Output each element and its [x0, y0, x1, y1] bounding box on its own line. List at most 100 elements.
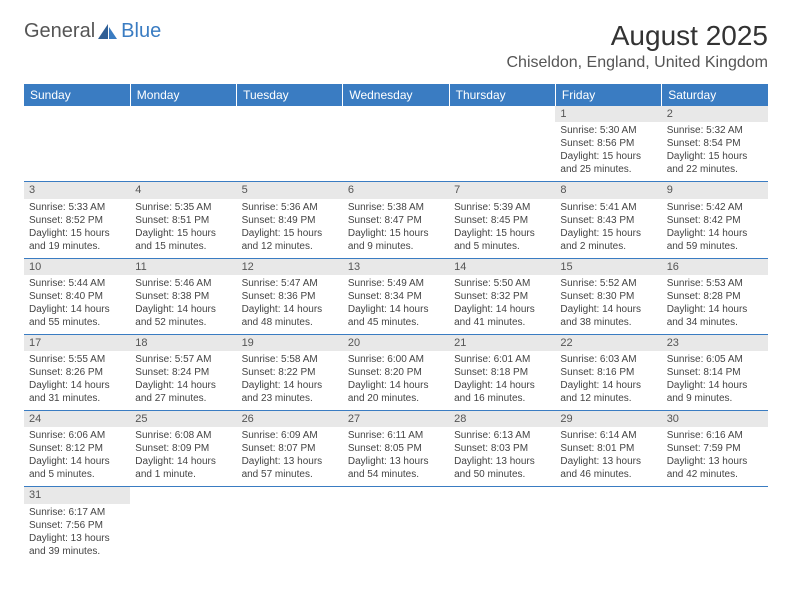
- daylight-text: Daylight: 14 hours and 27 minutes.: [135, 379, 231, 405]
- sunrise-text: Sunrise: 5:46 AM: [135, 277, 231, 290]
- logo-sail-icon: [97, 23, 119, 41]
- calendar-week-row: 3Sunrise: 5:33 AMSunset: 8:52 PMDaylight…: [24, 182, 768, 258]
- day-number: 25: [130, 411, 236, 427]
- day-number: 8: [555, 182, 661, 198]
- daylight-text: Daylight: 14 hours and 41 minutes.: [454, 303, 550, 329]
- daylight-text: Daylight: 14 hours and 12 minutes.: [560, 379, 656, 405]
- sunset-text: Sunset: 8:14 PM: [667, 366, 763, 379]
- daylight-text: Daylight: 14 hours and 38 minutes.: [560, 303, 656, 329]
- sunset-text: Sunset: 7:56 PM: [29, 519, 125, 532]
- calendar-page: General Blue August 2025 Chiseldon, Engl…: [0, 0, 792, 583]
- calendar-day-cell: 13Sunrise: 5:49 AMSunset: 8:34 PMDayligh…: [343, 258, 449, 334]
- daylight-text: Daylight: 14 hours and 20 minutes.: [348, 379, 444, 405]
- calendar-day-cell: [555, 487, 661, 563]
- sunset-text: Sunset: 8:38 PM: [135, 290, 231, 303]
- day-number: 11: [130, 259, 236, 275]
- day-number: 28: [449, 411, 555, 427]
- sunrise-text: Sunrise: 6:14 AM: [560, 429, 656, 442]
- calendar-day-cell: 22Sunrise: 6:03 AMSunset: 8:16 PMDayligh…: [555, 334, 661, 410]
- weekday-header: Tuesday: [237, 84, 343, 106]
- sunset-text: Sunset: 8:03 PM: [454, 442, 550, 455]
- sunset-text: Sunset: 8:24 PM: [135, 366, 231, 379]
- calendar-day-cell: 21Sunrise: 6:01 AMSunset: 8:18 PMDayligh…: [449, 334, 555, 410]
- calendar-day-cell: 27Sunrise: 6:11 AMSunset: 8:05 PMDayligh…: [343, 411, 449, 487]
- sunset-text: Sunset: 8:56 PM: [560, 137, 656, 150]
- sunrise-text: Sunrise: 5:52 AM: [560, 277, 656, 290]
- day-number: 30: [662, 411, 768, 427]
- day-number: 15: [555, 259, 661, 275]
- sunset-text: Sunset: 8:07 PM: [242, 442, 338, 455]
- calendar-day-cell: 19Sunrise: 5:58 AMSunset: 8:22 PMDayligh…: [237, 334, 343, 410]
- sunrise-text: Sunrise: 6:16 AM: [667, 429, 763, 442]
- sunrise-text: Sunrise: 5:41 AM: [560, 201, 656, 214]
- sunrise-text: Sunrise: 6:01 AM: [454, 353, 550, 366]
- day-number: 5: [237, 182, 343, 198]
- sunset-text: Sunset: 8:47 PM: [348, 214, 444, 227]
- daylight-text: Daylight: 13 hours and 57 minutes.: [242, 455, 338, 481]
- sunset-text: Sunset: 8:51 PM: [135, 214, 231, 227]
- sunrise-text: Sunrise: 5:35 AM: [135, 201, 231, 214]
- sunrise-text: Sunrise: 6:00 AM: [348, 353, 444, 366]
- calendar-day-cell: 26Sunrise: 6:09 AMSunset: 8:07 PMDayligh…: [237, 411, 343, 487]
- sunrise-text: Sunrise: 6:06 AM: [29, 429, 125, 442]
- sunrise-text: Sunrise: 5:36 AM: [242, 201, 338, 214]
- daylight-text: Daylight: 14 hours and 59 minutes.: [667, 227, 763, 253]
- calendar-day-cell: 5 Sunrise: 5:36 AMSunset: 8:49 PMDaylight…: [237, 182, 343, 258]
- calendar-day-cell: [237, 106, 343, 182]
- sunset-text: Sunset: 8:18 PM: [454, 366, 550, 379]
- calendar-day-cell: 31Sunrise: 6:17 AMSunset: 7:56 PMDayligh…: [24, 487, 130, 563]
- calendar-day-cell: 4Sunrise: 5:35 AMSunset: 8:51 PMDaylight…: [130, 182, 236, 258]
- daylight-text: Daylight: 15 hours and 12 minutes.: [242, 227, 338, 253]
- day-number: 10: [24, 259, 130, 275]
- header: General Blue August 2025 Chiseldon, Engl…: [24, 20, 768, 72]
- sunrise-text: Sunrise: 5:38 AM: [348, 201, 444, 214]
- sunrise-text: Sunrise: 5:55 AM: [29, 353, 125, 366]
- sunrise-text: Sunrise: 5:53 AM: [667, 277, 763, 290]
- day-number: 16: [662, 259, 768, 275]
- daylight-text: Daylight: 14 hours and 16 minutes.: [454, 379, 550, 405]
- daylight-text: Daylight: 14 hours and 52 minutes.: [135, 303, 231, 329]
- calendar-day-cell: [130, 487, 236, 563]
- sunset-text: Sunset: 8:09 PM: [135, 442, 231, 455]
- daylight-text: Daylight: 13 hours and 42 minutes.: [667, 455, 763, 481]
- calendar-day-cell: [449, 487, 555, 563]
- sunrise-text: Sunrise: 6:13 AM: [454, 429, 550, 442]
- calendar-day-cell: 25Sunrise: 6:08 AMSunset: 8:09 PMDayligh…: [130, 411, 236, 487]
- day-number: 26: [237, 411, 343, 427]
- weekday-header: Monday: [130, 84, 236, 106]
- sunrise-text: Sunrise: 5:32 AM: [667, 124, 763, 137]
- calendar-week-row: 1Sunrise: 5:30 AMSunset: 8:56 PMDaylight…: [24, 106, 768, 182]
- sunset-text: Sunset: 8:32 PM: [454, 290, 550, 303]
- sunset-text: Sunset: 8:45 PM: [454, 214, 550, 227]
- weekday-header: Thursday: [449, 84, 555, 106]
- month-title: August 2025: [507, 20, 769, 52]
- sunrise-text: Sunrise: 5:30 AM: [560, 124, 656, 137]
- logo-text-general: General: [24, 20, 95, 43]
- day-number: 20: [343, 335, 449, 351]
- sunset-text: Sunset: 8:40 PM: [29, 290, 125, 303]
- sunset-text: Sunset: 8:22 PM: [242, 366, 338, 379]
- weekday-header: Friday: [555, 84, 661, 106]
- sunset-text: Sunset: 8:42 PM: [667, 214, 763, 227]
- calendar-day-cell: [237, 487, 343, 563]
- calendar-day-cell: [449, 106, 555, 182]
- day-number: 3: [24, 182, 130, 198]
- sunset-text: Sunset: 8:49 PM: [242, 214, 338, 227]
- daylight-text: Daylight: 15 hours and 15 minutes.: [135, 227, 231, 253]
- calendar-day-cell: 7Sunrise: 5:39 AMSunset: 8:45 PMDaylight…: [449, 182, 555, 258]
- calendar-day-cell: [343, 106, 449, 182]
- daylight-text: Daylight: 14 hours and 9 minutes.: [667, 379, 763, 405]
- calendar-day-cell: 24Sunrise: 6:06 AMSunset: 8:12 PMDayligh…: [24, 411, 130, 487]
- title-block: August 2025 Chiseldon, England, United K…: [507, 20, 769, 72]
- day-number: 1: [555, 106, 661, 122]
- sunrise-text: Sunrise: 5:58 AM: [242, 353, 338, 366]
- sunrise-text: Sunrise: 5:50 AM: [454, 277, 550, 290]
- day-number: 18: [130, 335, 236, 351]
- calendar-day-cell: 8Sunrise: 5:41 AMSunset: 8:43 PMDaylight…: [555, 182, 661, 258]
- logo: General Blue: [24, 20, 161, 43]
- calendar-day-cell: 28 Sunrise: 6:13 AMSunset: 8:03 PMDayligh…: [449, 411, 555, 487]
- day-number: 14: [449, 259, 555, 275]
- daylight-text: Daylight: 13 hours and 50 minutes.: [454, 455, 550, 481]
- weekday-header: Wednesday: [343, 84, 449, 106]
- sunset-text: Sunset: 8:16 PM: [560, 366, 656, 379]
